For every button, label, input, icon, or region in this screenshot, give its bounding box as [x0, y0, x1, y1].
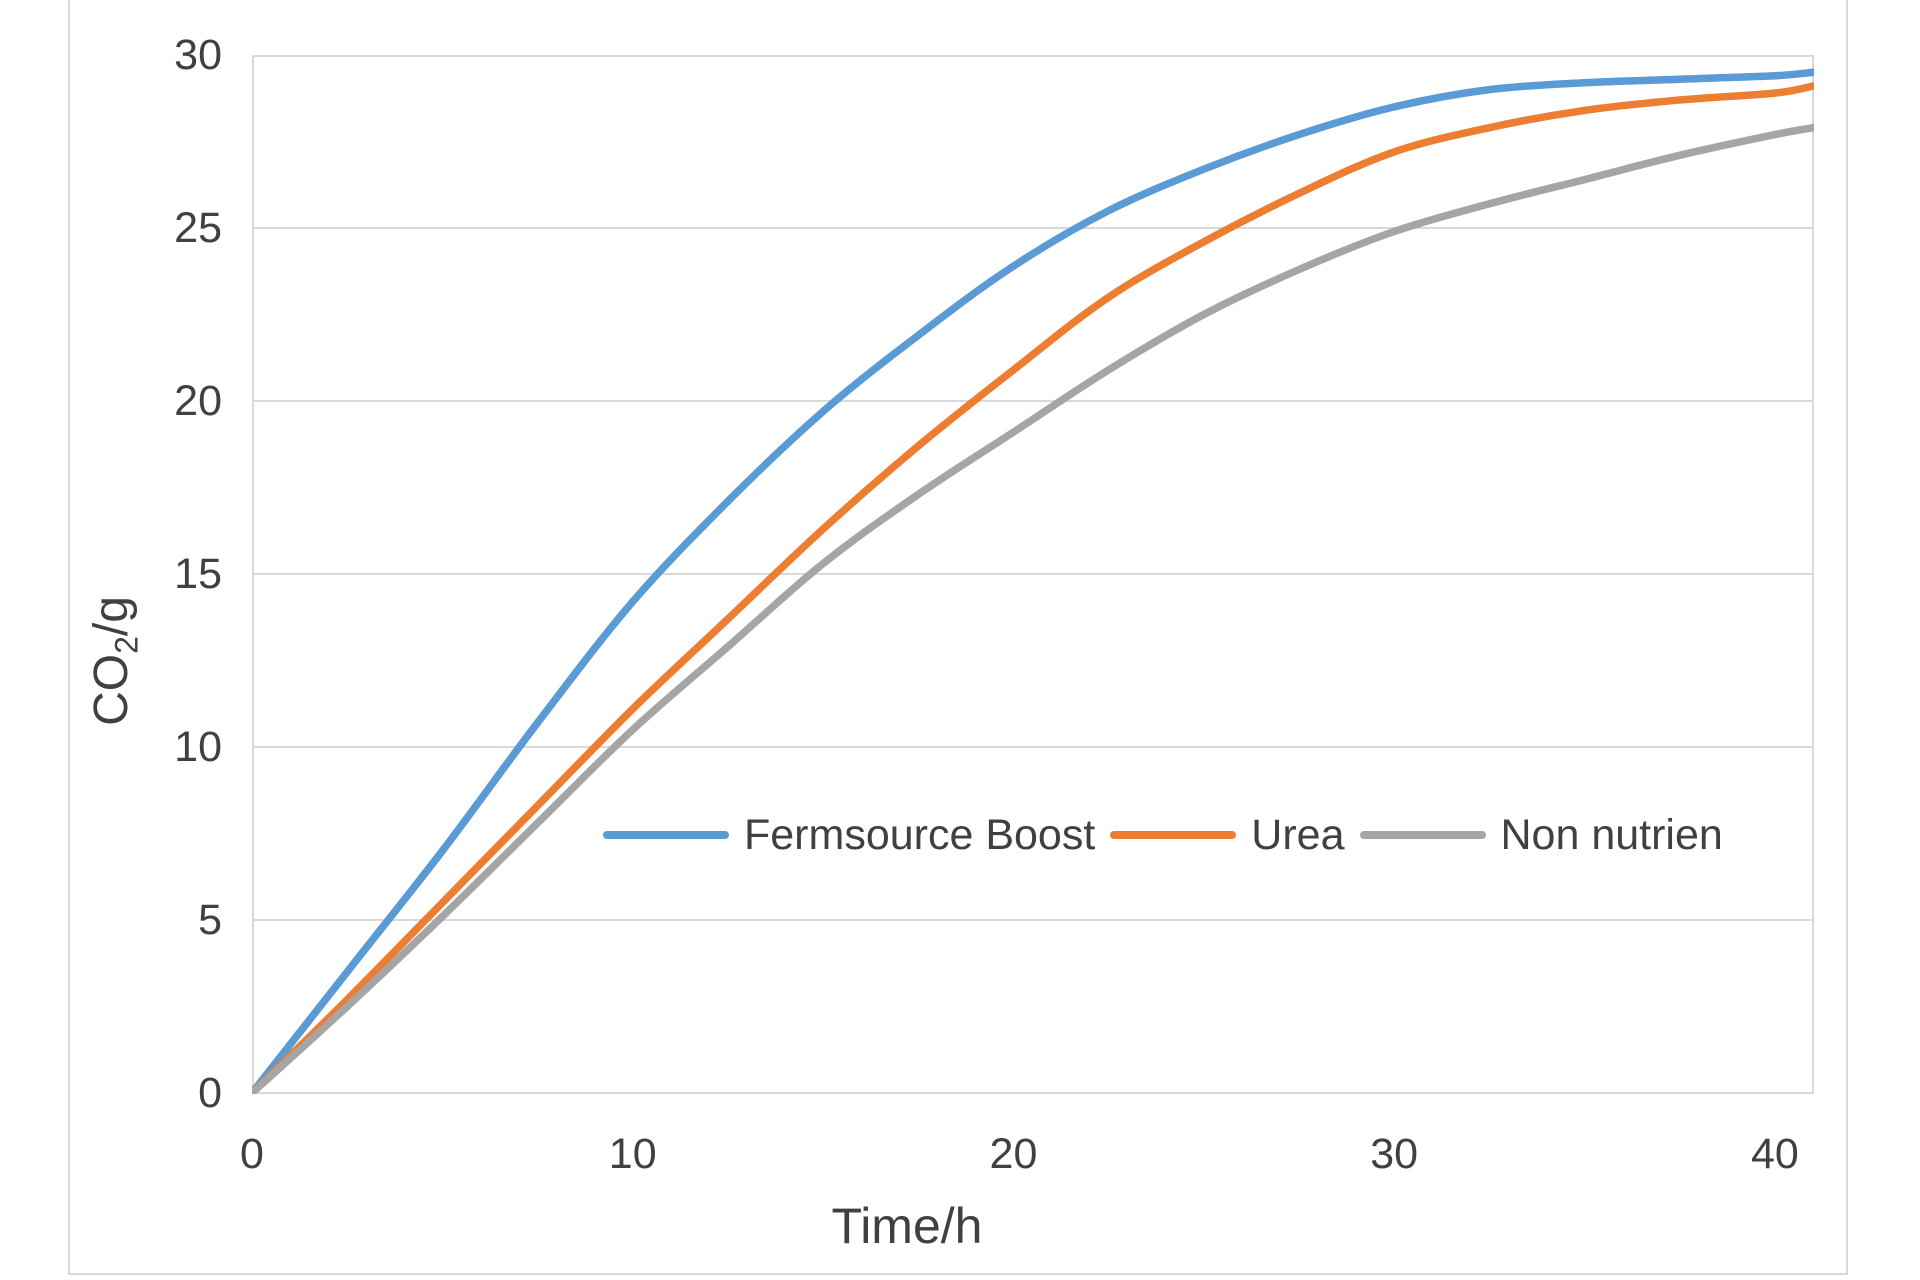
legend-item-fermsource-boost: Fermsource Boost — [603, 810, 1095, 860]
legend-swatch-non-nutrien — [1359, 831, 1486, 839]
y-tick-label: 20 — [174, 377, 222, 425]
legend-label-fermsource-boost: Fermsource Boost — [744, 811, 1096, 859]
series-line-fermsource-boost — [252, 68, 1814, 1094]
legend-item-urea: Urea — [1110, 810, 1345, 860]
y-axis-title-suffix: /g — [85, 596, 138, 637]
x-axis-title: Time/h — [831, 1198, 983, 1254]
y-tick-label: 0 — [198, 1069, 222, 1117]
series-line-urea — [252, 82, 1814, 1094]
legend-swatch-urea — [1110, 831, 1237, 839]
x-tick-label: 40 — [1751, 1130, 1799, 1178]
plot-border — [252, 55, 1814, 1094]
plot-area — [252, 55, 1814, 1094]
x-tick-label: 0 — [240, 1130, 264, 1178]
legend-swatch-fermsource-boost — [603, 831, 729, 839]
series-line-non-nutrien — [252, 123, 1814, 1094]
legend: Fermsource Boost Urea Non nutrien — [603, 810, 1723, 860]
y-tick-label: 30 — [174, 31, 222, 79]
y-axis-title-base: CO — [85, 653, 138, 726]
y-tick-label: 25 — [174, 204, 222, 252]
y-axis-title: CO2/g — [83, 461, 145, 861]
gridlines — [252, 55, 1814, 1094]
x-tick-label: 30 — [1370, 1130, 1419, 1178]
x-tick-label: 20 — [989, 1130, 1038, 1178]
y-tick-label: 10 — [174, 723, 222, 771]
legend-label-urea: Urea — [1251, 811, 1345, 859]
chart-frame — [68, 0, 1848, 1275]
y-tick-label: 15 — [174, 550, 222, 598]
x-tick-label: 10 — [608, 1130, 657, 1178]
legend-item-non-nutrien: Non nutrien — [1359, 810, 1723, 860]
y-axis-title-subscript: 2 — [108, 636, 145, 654]
y-tick-label: 5 — [198, 896, 222, 944]
legend-label-non-nutrien: Non nutrien — [1500, 811, 1723, 859]
